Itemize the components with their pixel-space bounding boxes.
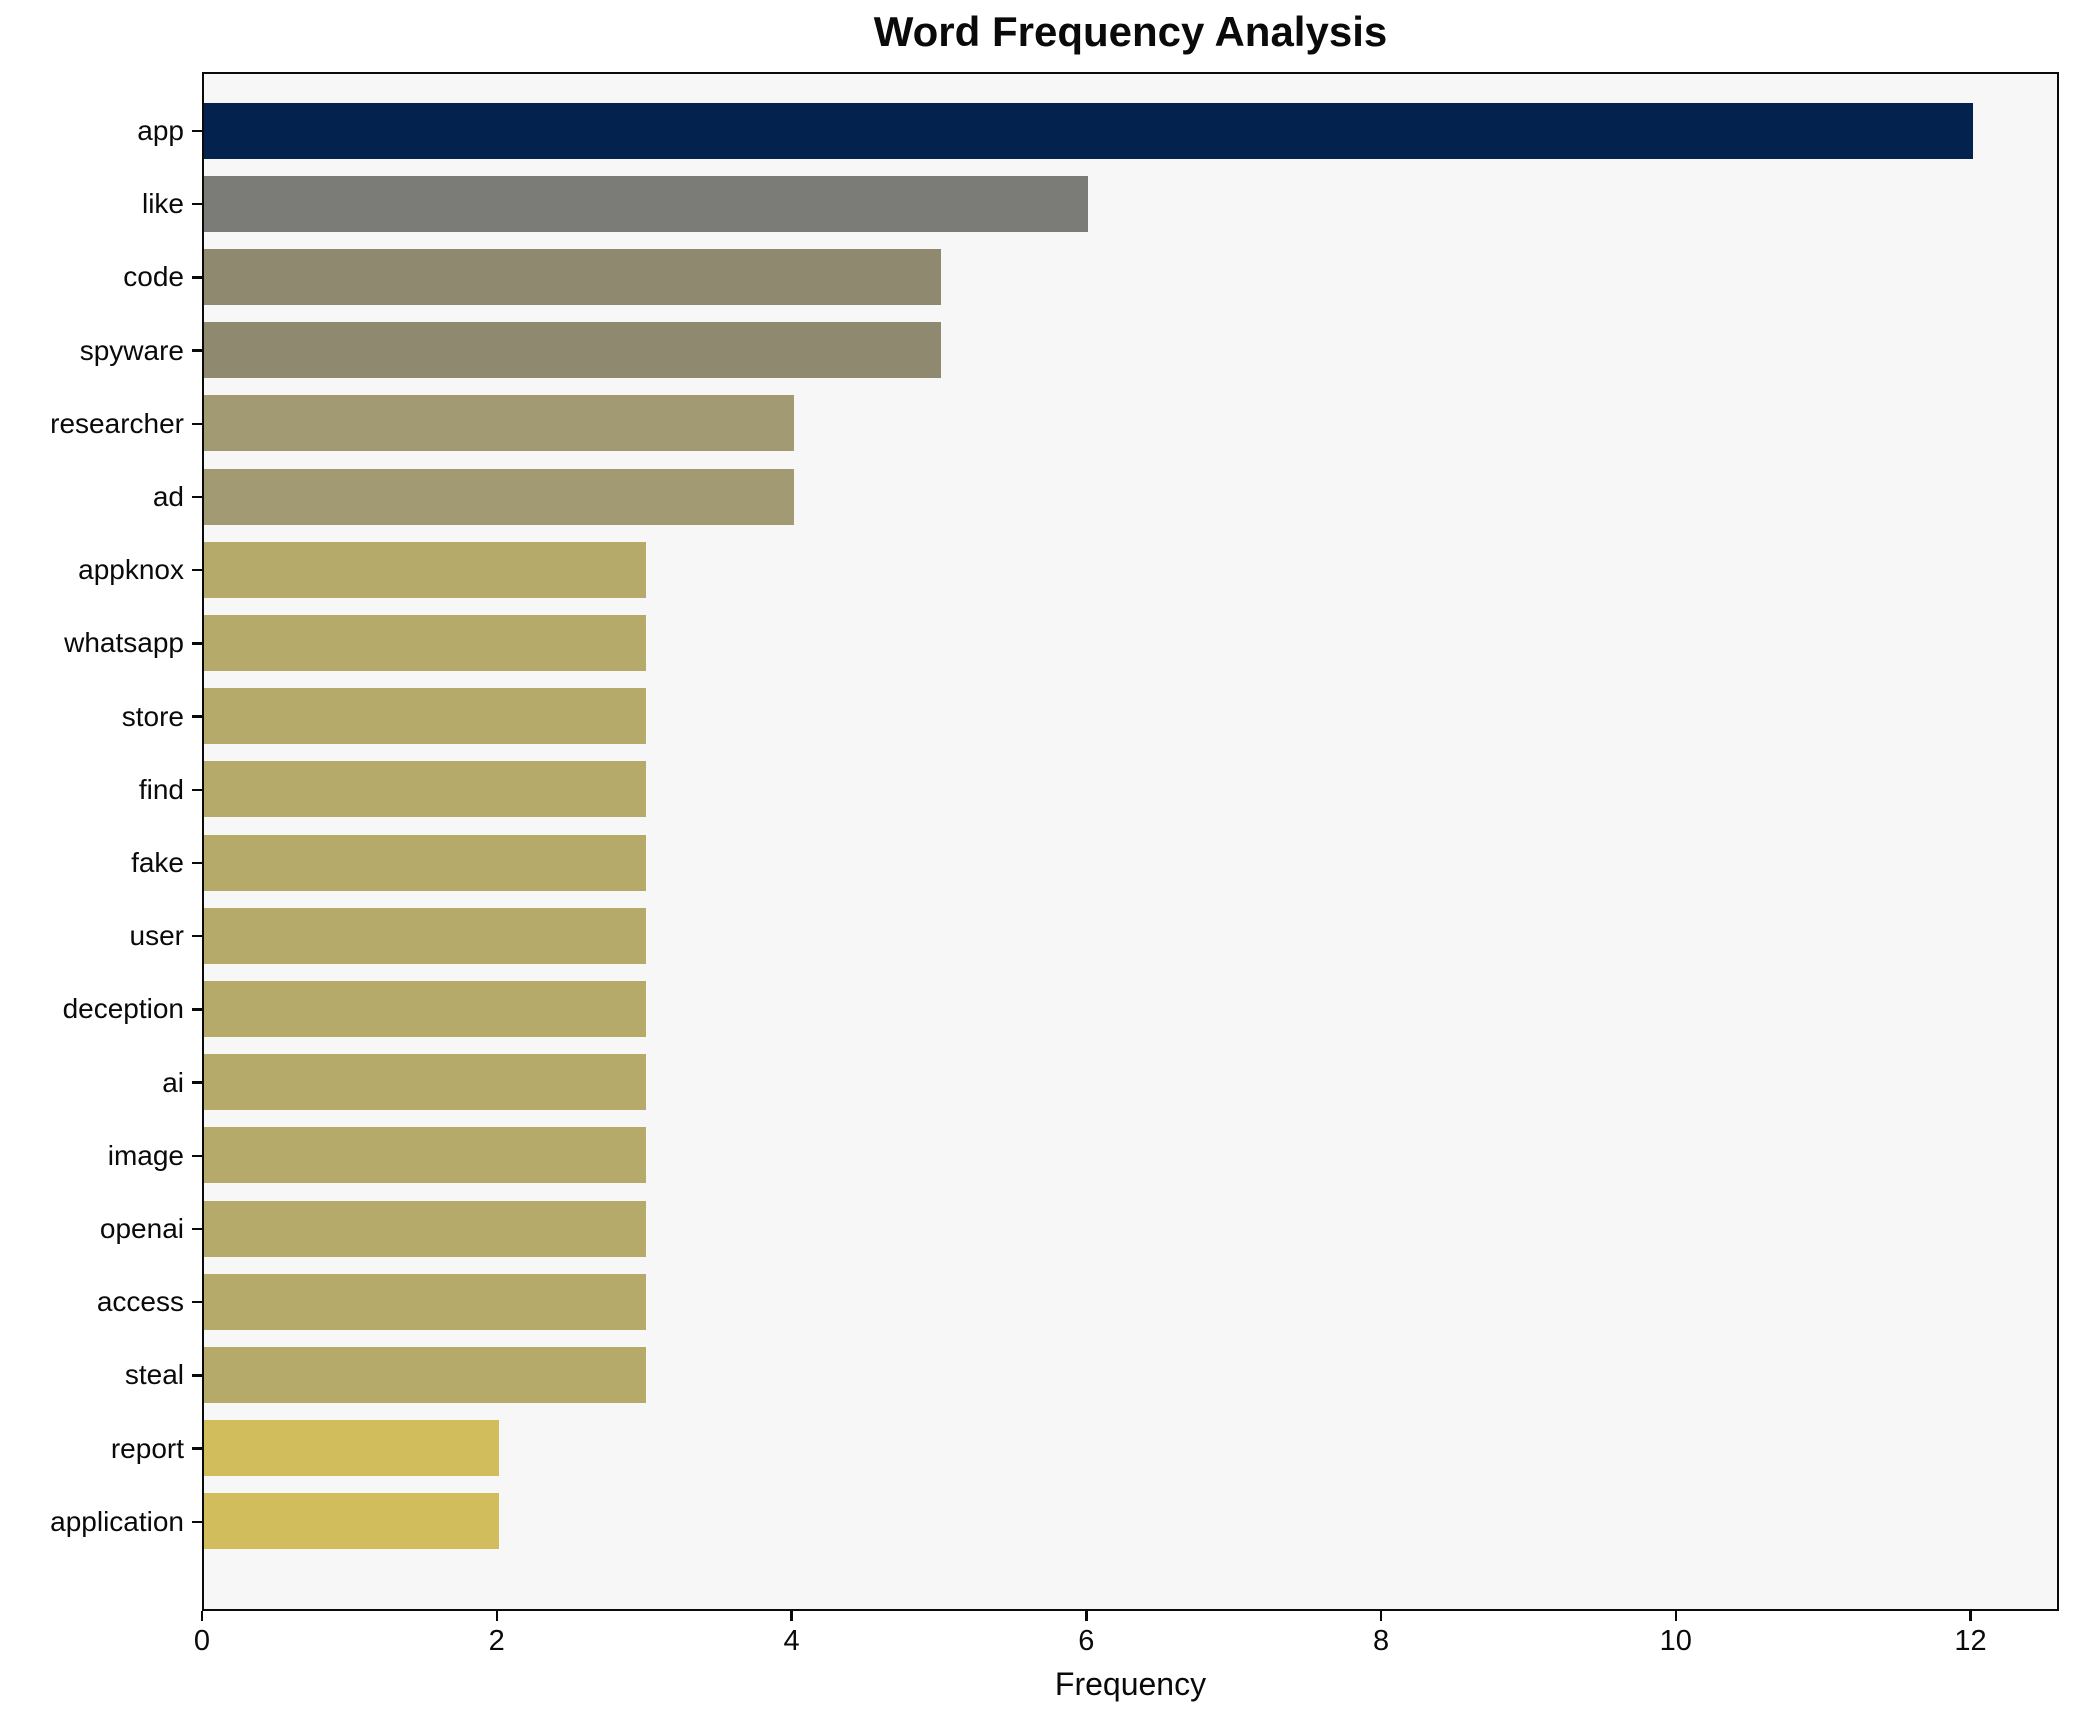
y-tick-mark — [192, 642, 202, 645]
y-tick-label-like: like — [141, 188, 184, 220]
x-tick-mark — [1674, 1611, 1678, 1621]
y-tick-mark — [192, 861, 202, 865]
x-tick-label-0: 0 — [193, 1625, 211, 1657]
y-tick-mark — [192, 349, 202, 352]
bar-user — [204, 907, 647, 964]
y-tick-mark — [192, 1374, 202, 1377]
y-tick-mark — [192, 1300, 202, 1304]
x-tick-mark — [790, 1611, 793, 1621]
bar-spyware — [204, 322, 941, 379]
y-tick-mark — [192, 568, 202, 572]
bar-whatsapp — [204, 614, 647, 671]
x-tick-label-6: 6 — [1078, 1625, 1095, 1657]
bar-researcher — [204, 395, 794, 452]
y-tick-label-access: access — [96, 1286, 184, 1318]
x-tick-mark — [1085, 1611, 1088, 1621]
bar-openai — [204, 1200, 647, 1257]
x-tick-mark — [200, 1611, 204, 1621]
bar-app — [204, 102, 1973, 159]
y-tick-label-app: app — [137, 115, 184, 146]
y-tick-label-fake: fake — [131, 847, 184, 878]
x-tick-label-12: 12 — [1954, 1625, 1987, 1657]
y-tick-mark — [192, 129, 202, 133]
bar-report — [204, 1420, 499, 1477]
x-tick-label-10: 10 — [1659, 1625, 1692, 1657]
chart-title: Word Frequency Analysis — [873, 8, 1388, 55]
bar-ai — [204, 1054, 647, 1111]
bar-application — [204, 1493, 499, 1550]
y-tick-label-ai: ai — [162, 1066, 184, 1098]
plot-area — [202, 72, 2059, 1611]
y-tick-mark — [192, 422, 202, 426]
bar-find — [204, 761, 647, 818]
y-tick-label-image: image — [107, 1139, 184, 1171]
bar-code — [204, 248, 941, 305]
bar-image — [204, 1127, 647, 1184]
x-tick-label-8: 8 — [1372, 1625, 1390, 1657]
bar-appknox — [204, 541, 647, 598]
y-tick-mark — [192, 1081, 202, 1084]
x-axis-title: Frequency — [1054, 1666, 1207, 1702]
x-tick-mark — [495, 1611, 498, 1621]
y-tick-mark — [192, 1154, 202, 1158]
y-tick-mark — [192, 1008, 202, 1011]
y-tick-mark — [192, 1447, 202, 1450]
y-tick-label-openai: openai — [99, 1213, 184, 1244]
y-tick-label-store: store — [121, 700, 184, 732]
bar-access — [204, 1273, 647, 1330]
y-tick-mark — [192, 1520, 202, 1524]
bar-deception — [204, 980, 647, 1037]
x-tick-mark — [1379, 1611, 1383, 1621]
y-tick-mark — [192, 495, 202, 499]
y-tick-label-appknox: appknox — [78, 554, 184, 586]
y-tick-label-whatsapp: whatsapp — [64, 627, 184, 659]
y-tick-label-steal: steal — [124, 1359, 184, 1391]
y-tick-label-spyware: spyware — [79, 334, 184, 366]
bar-like — [204, 175, 1089, 232]
y-tick-mark — [192, 715, 202, 718]
y-tick-mark — [192, 788, 202, 792]
bar-fake — [204, 834, 647, 891]
bar-steal — [204, 1346, 647, 1403]
x-tick-mark — [1969, 1611, 1972, 1621]
y-tick-label-code: code — [123, 261, 184, 293]
y-tick-mark — [192, 934, 202, 938]
y-tick-label-ad: ad — [152, 481, 184, 512]
y-tick-label-user: user — [129, 920, 184, 952]
y-tick-label-report: report — [110, 1432, 184, 1464]
y-tick-mark — [192, 1227, 202, 1231]
y-tick-label-deception: deception — [62, 993, 184, 1025]
x-tick-label-2: 2 — [488, 1625, 505, 1657]
bar-store — [204, 688, 647, 745]
bar-ad — [204, 468, 794, 525]
x-tick-label-4: 4 — [783, 1625, 800, 1657]
y-tick-label-application: application — [50, 1505, 184, 1537]
y-tick-label-researcher: researcher — [50, 407, 184, 439]
y-tick-mark — [192, 202, 202, 206]
y-tick-label-find: find — [138, 773, 184, 805]
y-tick-mark — [192, 276, 202, 279]
